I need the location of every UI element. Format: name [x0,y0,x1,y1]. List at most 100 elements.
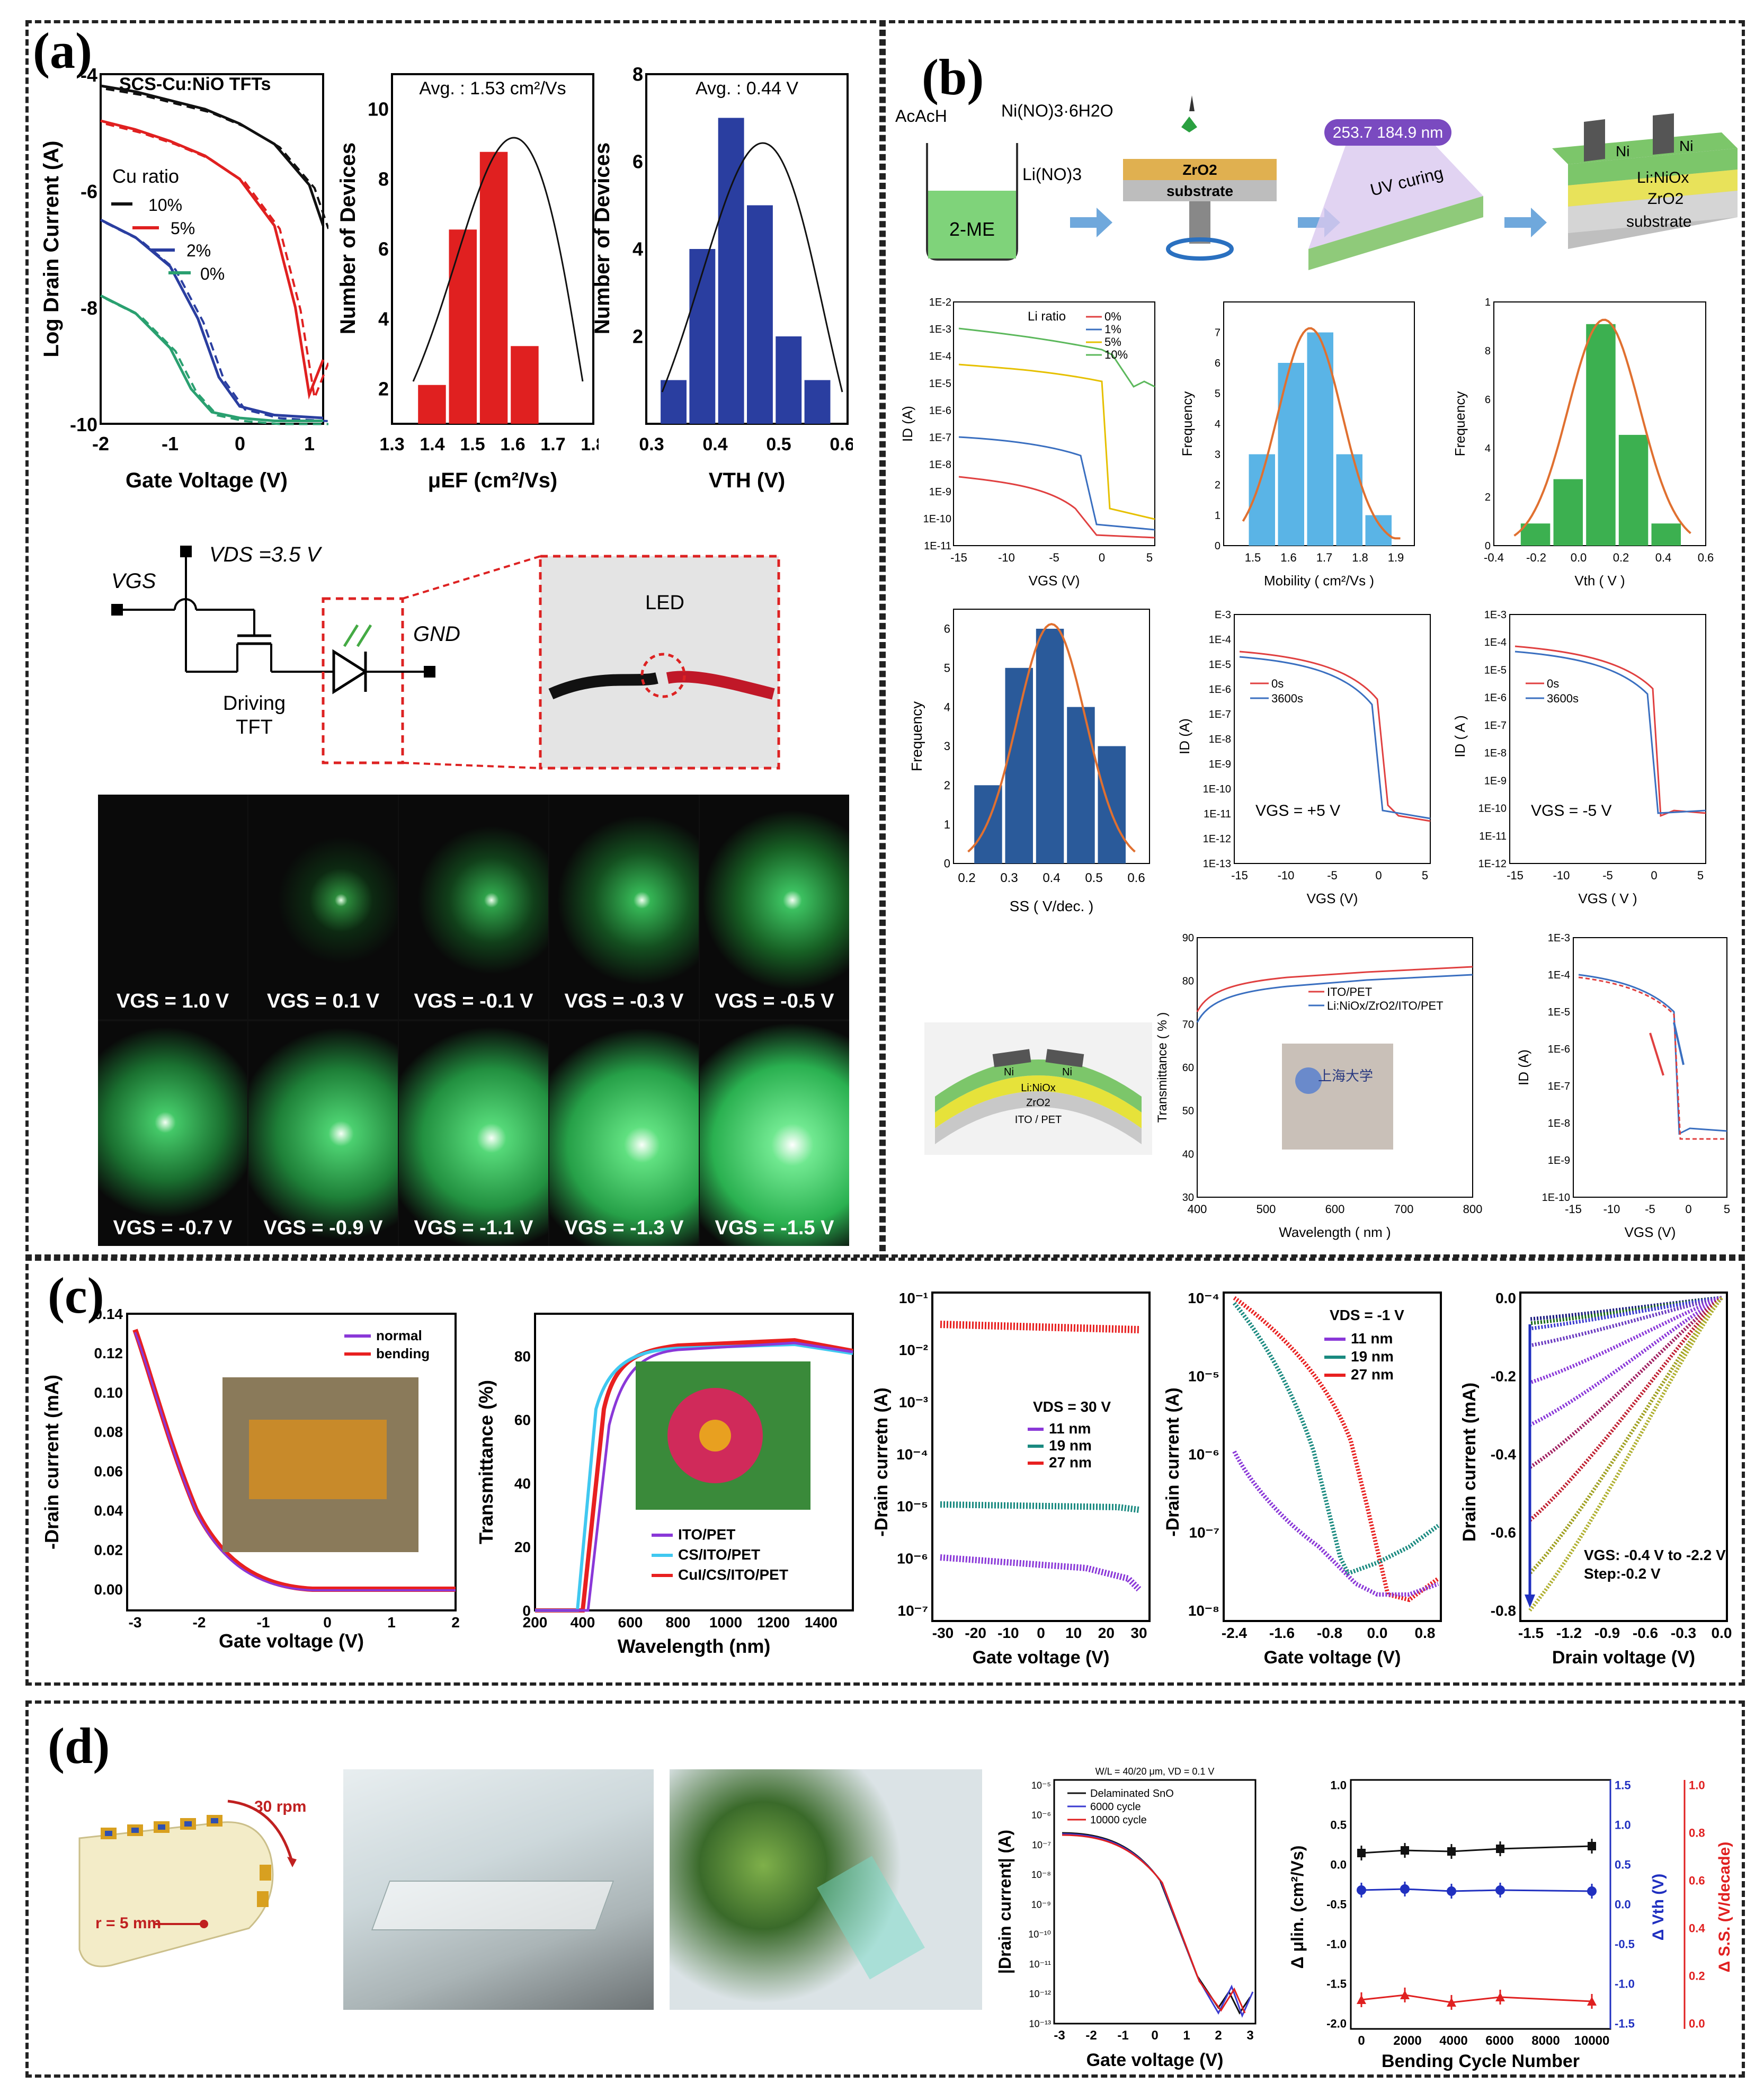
d2-ytick-1: 10⁻⁶ [1031,1810,1051,1821]
c2-xtick-1: 400 [571,1614,595,1631]
b9-ytick-1: 40 [1182,1148,1194,1160]
c5-curve-6 [1529,1296,1723,1469]
b7-ytick-7: 1E-10 [1478,803,1507,815]
c3-xtick-3: 0 [1037,1625,1045,1641]
circuit-vgs: VGS [111,569,156,593]
led-cell-9: VGS = -1.3 V [549,1021,699,1246]
b5-fit [967,623,1136,853]
b4-xlabel: Vth ( V ) [1574,573,1625,589]
panel-c-label: (c) [48,1267,104,1324]
c3-xtick-0: -30 [932,1625,954,1641]
d3-ytick-right-0: 1.0 [1689,1779,1705,1792]
b6-bias: VGS = +5 V [1255,802,1340,820]
b3-bars-bar-4 [1365,515,1392,546]
b9-legend-1: Li:NiOx/ZrO2/ITO/PET [1327,999,1444,1012]
c5-ylabel: Drain current (mA) [1462,1383,1480,1542]
d3-ytick-mid-2: 0.5 [1615,1858,1631,1872]
led-label-5: VGS = -0.5 V [715,990,834,1012]
b10-ytick-1: 1E-4 [1548,969,1570,981]
circuit-gnd: GND [413,622,460,646]
amob-bars-bar-3 [511,346,539,424]
b9-ylabel: Transmittance ( % ) [1155,1012,1170,1123]
avth-xtick-3: 0.6 [830,434,853,455]
d3-ytick-left-6: -2.0 [1326,2017,1347,2030]
b3-bars-bar-2 [1307,332,1333,546]
b4-xtick-5: 0.6 [1698,551,1714,564]
panel-b-vth-hist: 1 8 6 4 2 0-0.4 -0.2 0.0 0.2 0.4 0.6 Vth ( V ) Fre… [1452,297,1714,589]
c5-xtick-3: -0.6 [1633,1625,1658,1641]
c5-ytick-1: -0.2 [1491,1368,1516,1384]
b3-ytick-7: 0 [1215,540,1220,552]
c5-curve-2 [1529,1296,1722,1331]
b7-ytick-3: 1E-6 [1484,692,1507,704]
b2-ytick-0: 1E-2 [929,297,951,308]
b4-xtick-2: 0.0 [1571,551,1587,564]
d3-ytick-left-4: -1.0 [1326,1938,1347,1951]
b6-ytick-4: 1E-7 [1209,709,1231,720]
panel-c-bending-chart: 0.14 0.12 0.10 0.08 0.06 0.04 0.02 0.00 -3 -2 -1 0 1… [41,1306,460,1652]
b5-xtick-2: 0.4 [1043,871,1060,885]
b2-ytick-3: 1E-5 [929,378,951,389]
amob-xtick-1: 1.4 [420,434,444,455]
b4-xtick-4: 0.4 [1655,551,1672,564]
schem-ni-salt: Ni(NO)3·6H2O [1001,101,1113,120]
amob-xtick-3: 1.6 [500,434,525,455]
amob-bars-bar-1 [449,229,477,424]
b7-ytick-4: 1E-7 [1484,720,1507,732]
led-label-4: VGS = -0.3 V [564,990,684,1012]
b5-ylabel: Frequency [908,701,925,771]
panel-c-vds1-chart: 10⁻⁴ 10⁻⁵ 10⁻⁶ 10⁻⁷ 10⁻⁸-2.4 -1.6 -0.8 0.0 0.8 V… [1165,1290,1442,1668]
b4-xtick-1: -0.2 [1526,551,1546,564]
b9-ytick-5: 80 [1182,976,1194,987]
b2-xtick-4: 5 [1146,551,1153,564]
iv-series-2% [100,218,324,420]
b3-xlabel: Mobility ( cm²/Vs ) [1264,573,1374,589]
panel-a-circuit: VDS =3.5 V VGS Driving TFT GND LED [111,543,780,770]
c5-xtick-0: -1.5 [1518,1625,1544,1641]
avth-ytick-1: 6 [632,151,643,173]
iv-ytick-2: -8 [81,297,97,319]
c1-ytick-5: 0.04 [94,1502,123,1519]
b7-legend-0: 0s [1547,677,1559,690]
iv-xtick-2: 0 [235,433,245,455]
panel-b-transmittance: 30 40 50 60 70 80 90 400 500 600 700 800 ITO/PET Li… [1155,932,1482,1240]
iv-legend-10: 10% [148,195,182,215]
d3-ytick-left-5: -1.5 [1326,1978,1347,1991]
b5-bars-bar-2 [1036,628,1064,863]
c5-curve-5 [1529,1296,1723,1427]
c5-ytick-4: -0.8 [1491,1602,1516,1619]
panel-d-label: (d) [48,1717,110,1774]
b3-xtick-2: 1.7 [1316,551,1333,564]
c3-xlabel: Gate voltage (V) [973,1647,1110,1668]
d3-point-0-3 [1496,1845,1504,1853]
c1-xtick-5: 2 [451,1614,460,1631]
b3-ytick-3: 4 [1215,418,1220,430]
c2-xtick-3: 800 [666,1614,691,1631]
d2-ytick-2: 10⁻⁷ [1032,1840,1051,1850]
d3-ytick-right-1: 0.8 [1689,1827,1705,1840]
d2-xtick-5: 2 [1215,2028,1222,2043]
led-label-8: VGS = -1.1 V [414,1217,533,1239]
b6-xlabel: VGS (V) [1307,890,1358,906]
b5-xtick-1: 0.3 [1000,871,1018,885]
d-plant-device [817,1856,925,1980]
d2-xlabel: Gate voltage (V) [1086,2050,1224,2070]
panel-d-frame [25,1700,1745,2078]
b7-ytick-9: 1E-12 [1478,858,1507,870]
d3-xtick-1: 2000 [1393,2034,1421,2048]
amob-xtick-4: 1.7 [540,434,565,455]
b5-bars-bar-3 [1067,707,1095,863]
b4-ytick-0: 1 [1485,297,1491,308]
b5-ytick-6: 0 [944,857,950,870]
led-label-3: VGS = -0.1 V [414,990,533,1012]
b10-xtick-3: 0 [1685,1203,1691,1216]
b5-ytick-5: 1 [944,818,950,831]
b4-bars-bar-0 [1520,523,1551,546]
b3-ytick-1: 6 [1215,358,1220,369]
b2-legend-1: 1% [1104,323,1121,336]
c3-ytick-3: 10⁻⁴ [896,1446,928,1463]
b10-xtick-1: -10 [1603,1203,1620,1216]
led-cell-3: VGS = -0.1 V [399,795,548,1019]
b6-ytick-9: 1E-12 [1203,833,1231,845]
amob-bars-bar-0 [418,385,446,424]
